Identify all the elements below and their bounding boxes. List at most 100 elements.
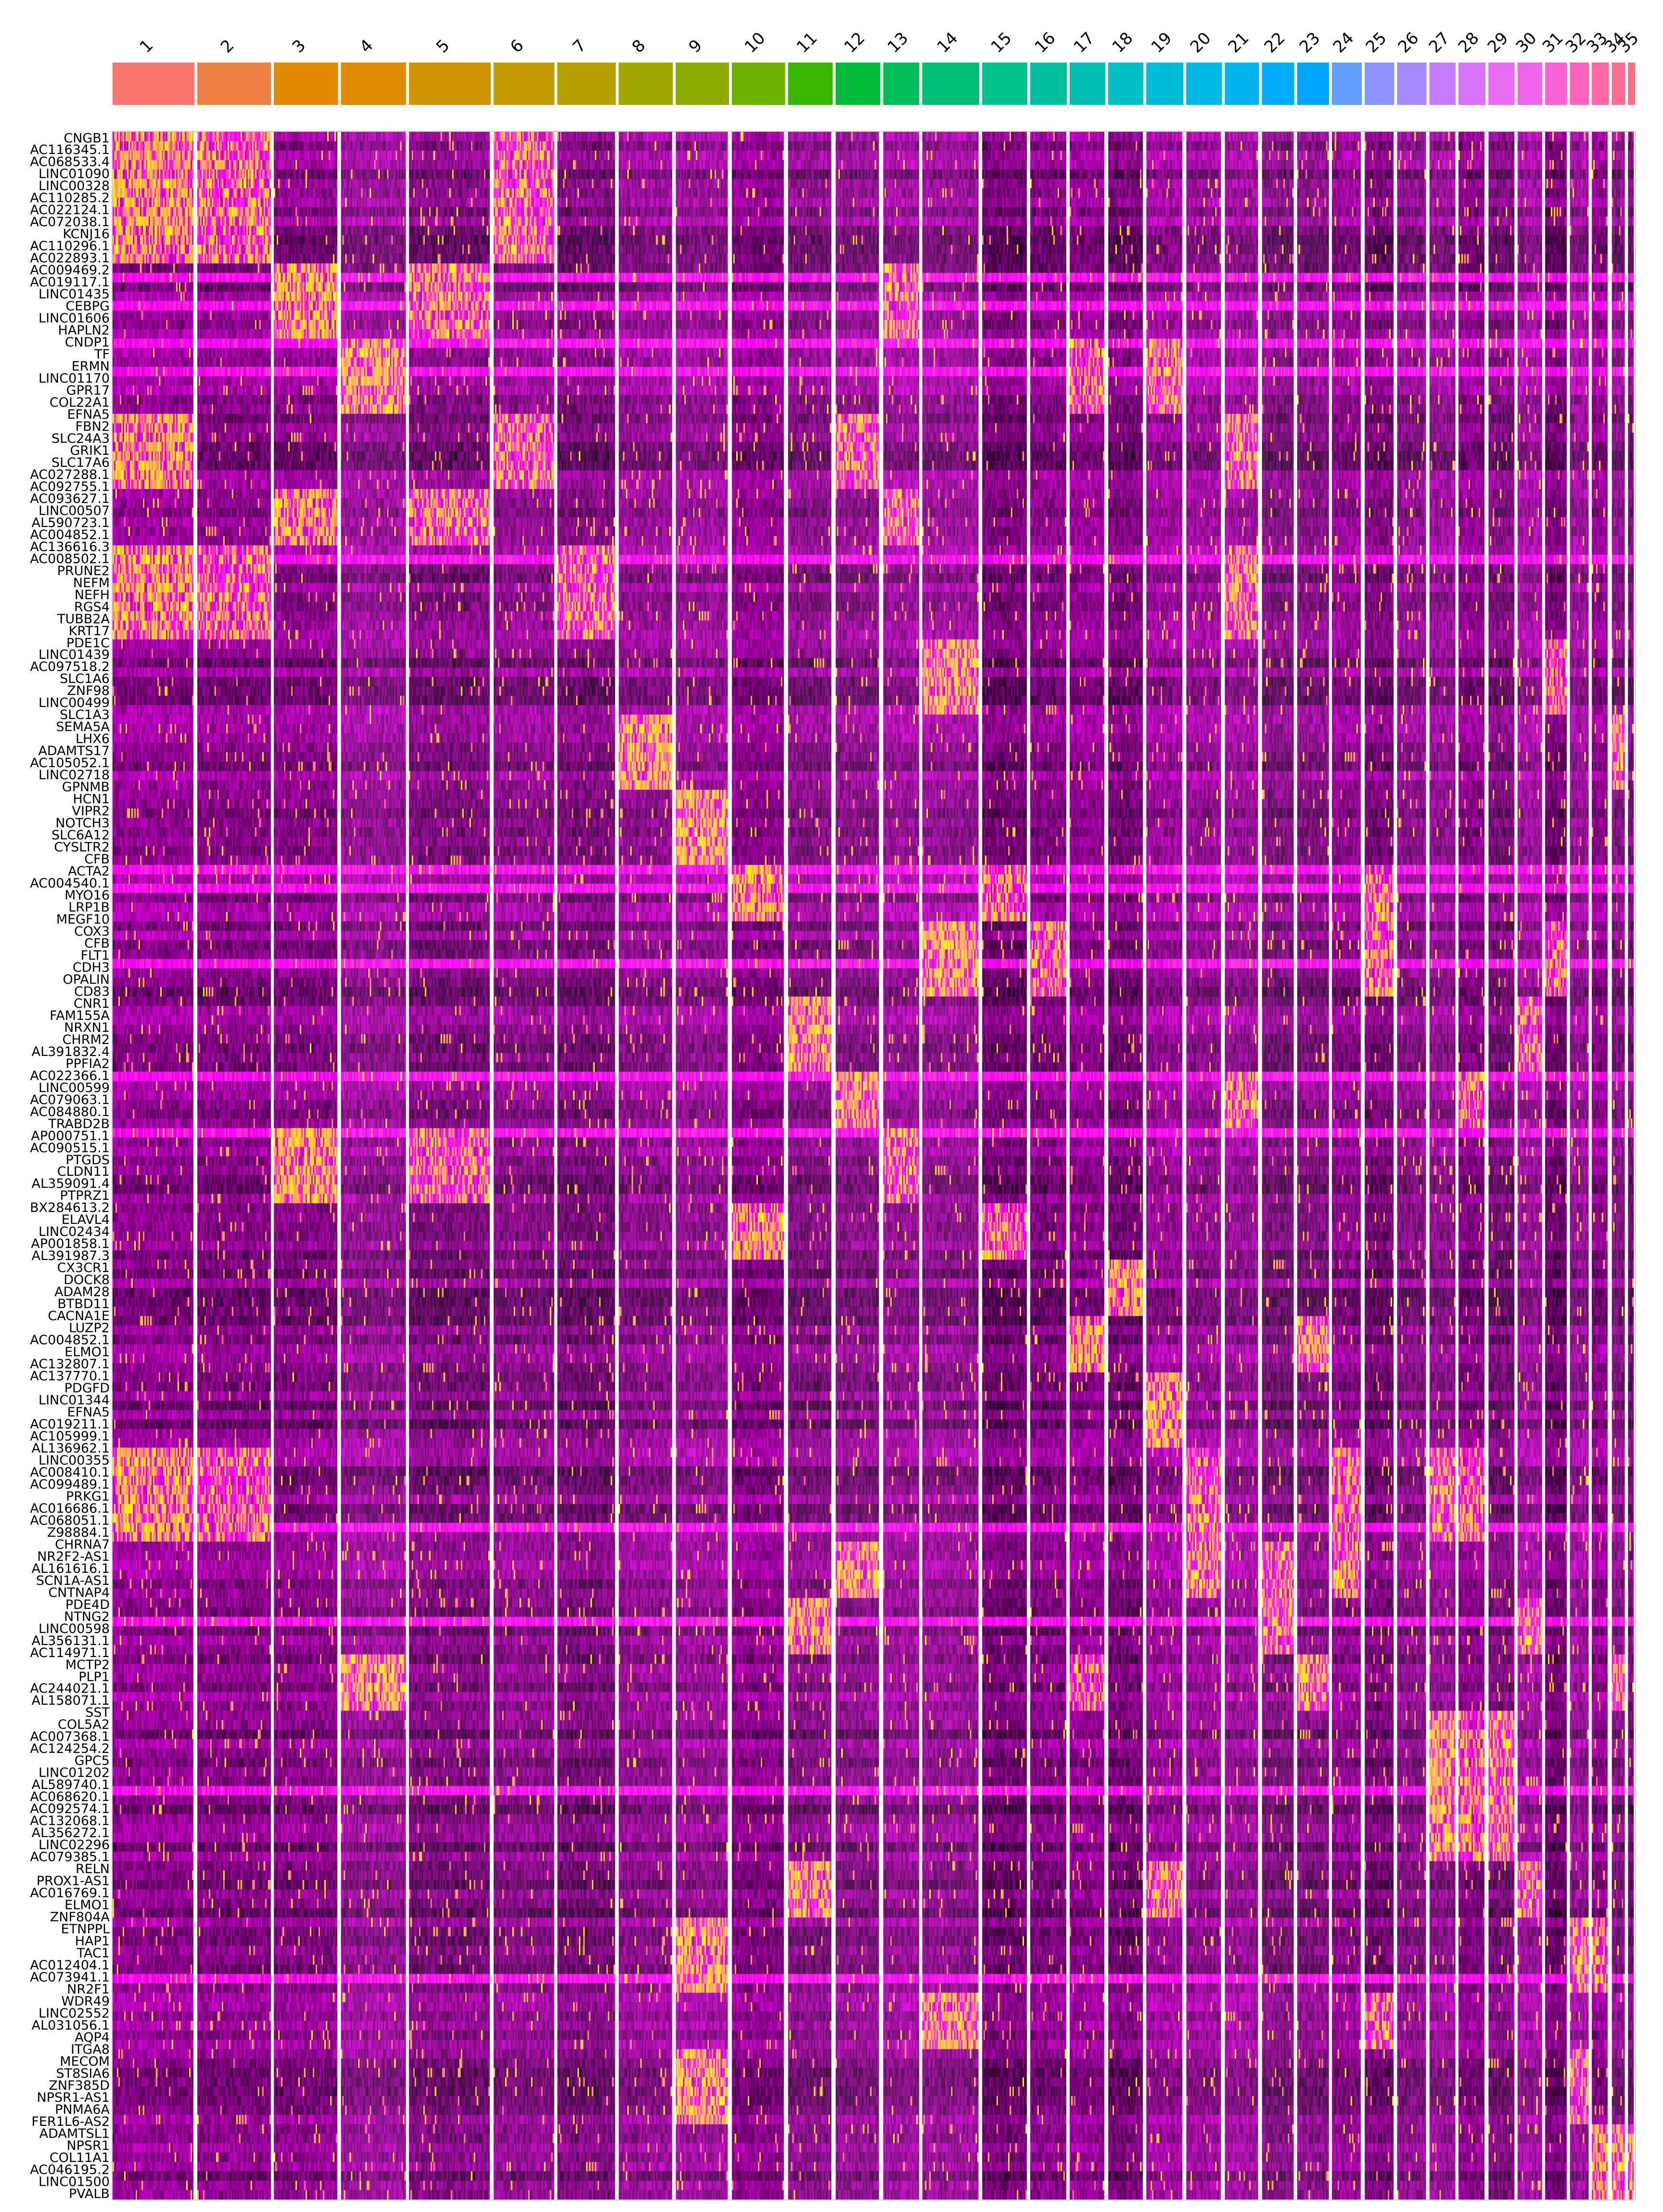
gene-label: LINC01090 [38, 167, 110, 182]
cluster-swatch-35 [1628, 63, 1635, 105]
gene-label: AC116345.1 [30, 142, 110, 158]
gene-label: DOCK8 [64, 1273, 110, 1288]
cluster-swatch-3 [274, 63, 338, 105]
gene-label: GPC5 [74, 1753, 110, 1769]
cluster-label: 26 [1394, 28, 1423, 57]
gene-label: FER1L6-AS2 [31, 2114, 110, 2129]
cluster-label: 20 [1187, 28, 1215, 57]
gene-label: COX3 [74, 924, 110, 939]
gene-label: PTGDS [65, 1152, 110, 1168]
gene-label: ACTA2 [68, 864, 110, 879]
gene-label: PLP1 [78, 1669, 110, 1685]
gene-label-column: CNGB1 AC116345.1 AC068533.4 LINC01090 LINC00… [0, 130, 110, 2200]
gene-label: AC079385.1 [30, 1850, 110, 1865]
gene-label: LINC01202 [38, 1765, 110, 1781]
gene-label: AC090515.1 [30, 1140, 110, 1156]
cluster-swatch-19 [1146, 63, 1184, 105]
gene-label: AL359091.4 [31, 1176, 110, 1192]
cluster-swatch-32 [1570, 63, 1589, 105]
cluster-label: 22 [1260, 28, 1289, 57]
gene-label: PROX1-AS1 [36, 1874, 110, 1889]
gene-label: AC012404.1 [30, 1957, 110, 1973]
gene-label: HAPLN2 [58, 323, 110, 338]
cluster-swatch-1 [113, 63, 194, 105]
gene-label: FLT1 [80, 948, 110, 963]
gene-label: LINC01439 [38, 647, 110, 663]
cluster-swatch-8 [618, 63, 673, 105]
gene-label: CYSLTR2 [54, 840, 110, 855]
cluster-swatch-34 [1612, 63, 1625, 105]
gene-label: PRKG1 [66, 1489, 110, 1504]
cluster-swatch-4 [341, 63, 406, 105]
gene-label: MECOM [60, 2054, 110, 2069]
gene-label: RELN [75, 1862, 110, 1877]
gene-label: CEBPG [65, 299, 110, 314]
gene-label: SEMA5A [56, 720, 110, 735]
cluster-label: 1 [136, 36, 157, 57]
gene-label: ZNF385D [49, 2078, 110, 2093]
cluster-swatch-22 [1262, 63, 1294, 105]
gene-label: AL589740.1 [31, 1777, 110, 1793]
gene-label: AC004852.1 [30, 1333, 110, 1348]
cluster-label: 3 [288, 36, 310, 57]
cluster-label: 21 [1224, 28, 1253, 57]
cluster-label: 11 [793, 28, 821, 57]
gene-label: LINC01344 [38, 1393, 110, 1408]
cluster-label: 13 [883, 28, 912, 57]
cluster-swatch-17 [1069, 63, 1106, 105]
cluster-swatch-5 [409, 63, 491, 105]
cluster-swatch-24 [1331, 63, 1362, 105]
gene-label: AC004540.1 [30, 876, 110, 891]
gene-label: ADAM28 [54, 1285, 110, 1300]
cluster-swatch-20 [1186, 63, 1222, 105]
gene-label: AL356131.1 [31, 1633, 110, 1648]
gene-label: NPSR1 [66, 2138, 110, 2153]
gene-label: AC110285.2 [30, 191, 110, 206]
gene-label: SCN1A-AS1 [36, 1573, 110, 1588]
gene-label: CFB [84, 852, 110, 867]
gene-label: ERMN [71, 359, 110, 374]
gene-label: ADAMTSL1 [39, 2126, 110, 2141]
gene-label: WDR49 [61, 1993, 110, 2009]
gene-label: KCNJ16 [63, 227, 110, 242]
gene-label: LINC00499 [38, 695, 110, 711]
gene-label: AC068620.1 [30, 1789, 110, 1805]
cluster-swatch-9 [676, 63, 729, 105]
gene-label: BX284613.2 [30, 1200, 110, 1216]
gene-label: TF [94, 347, 110, 362]
gene-label: COL11A1 [49, 2150, 110, 2165]
gene-label: AC027288.1 [30, 467, 110, 482]
gene-label: NR2F2-AS1 [37, 1549, 110, 1564]
gene-label: AC022124.1 [30, 203, 110, 218]
cluster-label: 17 [1070, 28, 1099, 57]
cluster-swatch-25 [1365, 63, 1394, 105]
gene-label: AL161616.1 [31, 1561, 110, 1576]
gene-label: LINC02552 [38, 2006, 110, 2021]
gene-label: LINC01500 [38, 2174, 110, 2189]
gene-label: AL031056.1 [31, 2018, 110, 2033]
gene-label: LINC00328 [38, 179, 110, 194]
gene-label: CNDP1 [64, 335, 110, 350]
gene-label: ADAMTS17 [38, 744, 110, 759]
gene-label: AC073941.1 [30, 1969, 110, 1985]
cluster-label: 27 [1425, 28, 1454, 57]
gene-label: AC099489.1 [30, 1477, 110, 1492]
cluster-swatch-18 [1108, 63, 1144, 105]
cluster-label: 18 [1108, 28, 1137, 57]
gene-label: CHRNA7 [55, 1537, 110, 1552]
gene-label: CNGB1 [64, 130, 110, 146]
gene-label: CNR1 [74, 996, 110, 1011]
gene-label: NOTCH3 [55, 816, 110, 831]
cluster-label: 25 [1362, 28, 1391, 57]
gene-label: AC244021.1 [30, 1681, 110, 1697]
gene-label: TAC1 [77, 1945, 110, 1961]
cluster-label: 7 [569, 36, 590, 57]
gene-label: VIPR2 [72, 804, 110, 819]
gene-label: GRIK1 [70, 443, 110, 458]
gene-label: AC136616.3 [30, 539, 110, 554]
gene-label: NTNG2 [64, 1609, 110, 1624]
gene-label: AC084880.1 [30, 1104, 110, 1119]
gene-label: AL136962.1 [31, 1440, 110, 1456]
gene-label: HAP1 [75, 1934, 110, 1949]
expression-heatmap [113, 132, 1635, 2199]
